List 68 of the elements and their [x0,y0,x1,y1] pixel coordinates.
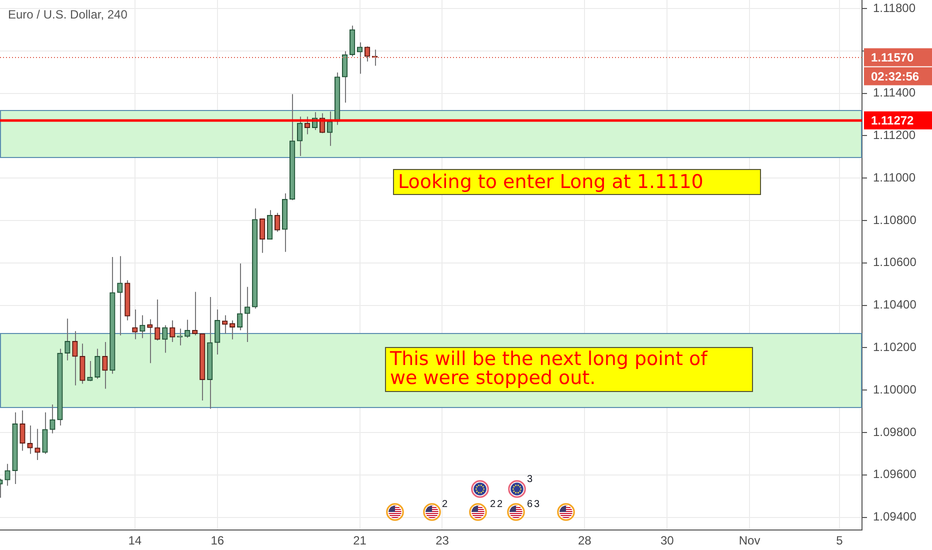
candlestick [296,116,303,157]
candlestick [94,348,100,380]
candlestick [304,116,310,135]
candlestick [260,218,266,254]
y-tick-label: 1.11400 [873,86,916,100]
candlestick [50,404,56,434]
candlestick [162,324,168,354]
x-tick-label: 21 [353,534,367,548]
candlestick [72,330,78,386]
x-tick-label: 30 [660,534,674,548]
candlestick [170,320,176,342]
annotation: This will be the next long point of we were stopped out. [390,348,708,389]
candlestick [214,309,220,355]
candlestick [154,299,160,341]
text: 02:32:56 [871,70,920,84]
candlestick [132,309,138,340]
y-tick-label: 1.09800 [873,424,917,439]
candlestick [267,210,273,240]
candlestick [20,410,26,452]
x-tick-label: 23 [436,534,450,548]
candlestick [42,412,48,454]
y-tick-label: 1.09600 [873,467,917,482]
y-tick-label: 1.09400 [873,510,917,524]
candlestick [4,463,10,486]
annotation: 6 [527,499,533,511]
candlestick [147,318,153,364]
candlestick [177,328,183,346]
annotation: Looking to enter Long at 1.1110 [398,170,704,194]
annotation: 3 [527,474,533,486]
candlestick [80,343,86,384]
y-tick-label: 1.10600 [873,255,917,270]
annotation: 3 [534,499,540,511]
x-tick-label: 5 [836,534,844,548]
y-tick-label: 1.10800 [873,212,917,227]
candlestick [192,291,198,336]
candlestick [349,25,356,57]
candlestick [222,314,228,334]
y-tick-label: 1.10200 [873,340,917,354]
candlestick [274,212,280,232]
x-tick-label: 14 [128,534,142,548]
annotation: 2 [442,499,448,511]
candlestick [237,263,243,331]
candlestick [356,42,363,74]
x-tick-label: 16 [210,534,224,548]
ref-line-label: 1.11272 [871,114,914,128]
candlestick [117,256,123,336]
y-tick-label: 1.10000 [873,382,917,396]
x-tick-label: 28 [578,534,592,548]
annotation: 2 [490,499,496,511]
candlestick [64,318,70,361]
annotation: 2 [497,499,503,511]
y-tick-label: 1.11200 [873,128,916,142]
x-tick-label: Nov [738,534,760,548]
candlestick [34,428,40,461]
candlestick [326,111,333,146]
candlestick [27,424,33,454]
candlestick [184,319,190,338]
text: Euro / U.S. Dollar, 240 [8,7,128,22]
ref-line-label: 1.11570 [871,50,914,65]
candlestick [230,320,236,340]
y-tick-label: 1.11800 [873,0,916,15]
candlestick [102,341,108,390]
candlestick [140,314,146,339]
y-tick-label: 1.11000 [873,170,916,184]
candlestick [244,286,250,342]
candlestick [342,50,348,104]
y-tick-label: 1.10400 [873,298,917,312]
candlestick [87,360,93,382]
